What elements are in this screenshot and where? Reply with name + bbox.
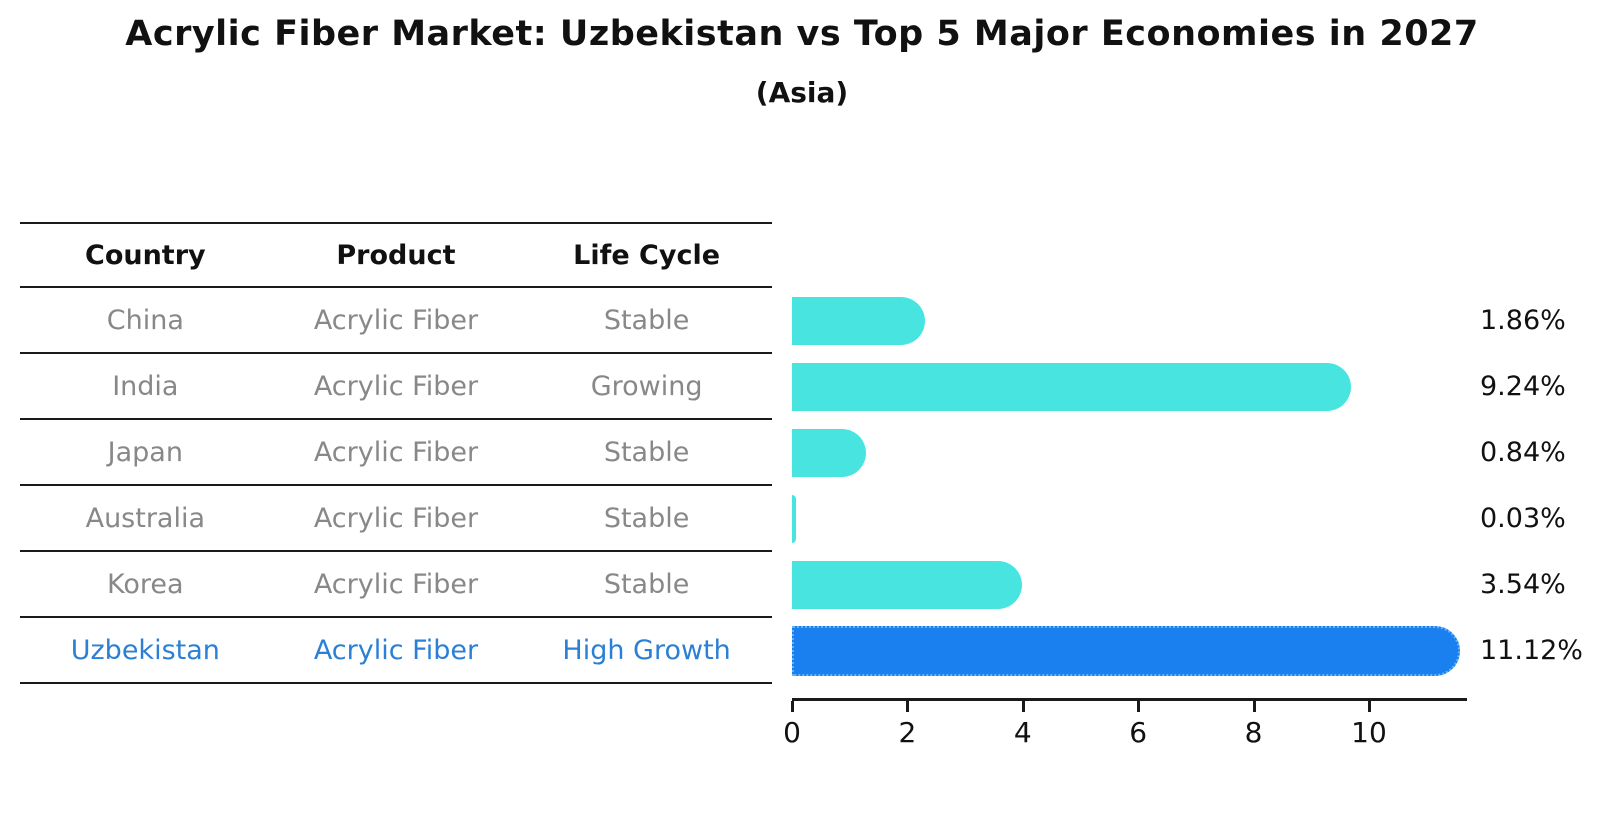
chart-title: Acrylic Fiber Market: Uzbekistan vs Top … — [125, 14, 1479, 54]
table-header-country: Country — [85, 239, 206, 271]
table-header-product: Product — [336, 239, 456, 271]
cell-country: Korea — [107, 568, 184, 600]
bar-australia — [792, 495, 796, 543]
country-info-table: Country Product Life Cycle China Acrylic … — [20, 222, 772, 684]
x-tick-4 — [1021, 701, 1025, 712]
cell-product: Acrylic Fiber — [313, 502, 479, 534]
table-header-life-cycle: Life Cycle — [573, 239, 721, 271]
x-tick-label-10: 10 — [1351, 716, 1387, 749]
table-row-uzbekistan: Uzbekistan Acrylic Fiber High Growth — [20, 618, 772, 684]
x-tick-10 — [1368, 701, 1371, 712]
cell-life-cycle: Stable — [603, 304, 690, 336]
cell-product: Acrylic Fiber — [313, 304, 479, 336]
x-tick-label-0: 0 — [783, 716, 801, 749]
x-tick-label-4: 4 — [1013, 716, 1032, 749]
cell-product: Acrylic Fiber — [313, 370, 479, 402]
cell-product: Acrylic Fiber — [313, 634, 479, 666]
table-body: China Acrylic Fiber Stable India Acrylic Fib… — [20, 288, 772, 684]
value-label-uzbekistan: 11.12% — [1480, 635, 1583, 666]
cell-life-cycle: High Growth — [562, 634, 731, 666]
bar-india — [792, 363, 1352, 411]
table-row-japan: Japan Acrylic Fiber Stable — [20, 420, 772, 486]
bar-china — [792, 297, 926, 345]
cell-country: Japan — [107, 436, 183, 468]
table-header-row: Country Product Life Cycle — [20, 222, 772, 288]
value-label-korea: 3.54% — [1480, 569, 1566, 600]
cell-life-cycle: Stable — [603, 568, 690, 600]
value-label-japan: 0.84% — [1480, 437, 1566, 468]
x-tick-6 — [1137, 701, 1141, 712]
x-tick-0 — [791, 701, 794, 712]
x-tick-8 — [1252, 701, 1256, 712]
table-row-china: China Acrylic Fiber Stable — [20, 288, 772, 354]
x-tick-label-6: 6 — [1129, 716, 1148, 749]
table-row-korea: Korea Acrylic Fiber Stable — [20, 552, 772, 618]
value-label-india: 9.24% — [1480, 371, 1566, 402]
cell-product: Acrylic Fiber — [313, 568, 479, 600]
bar-chart-area: 1.86% 9.24% 0.84% 0.03% 3.54% 11.12% 0 2 4 6 8 10 — [783, 222, 1604, 782]
chart-subtitle: (Asia) — [755, 76, 849, 109]
bar-korea — [792, 561, 1023, 609]
cell-country: Australia — [85, 502, 206, 534]
cell-product: Acrylic Fiber — [313, 436, 479, 468]
cell-country: Uzbekistan — [70, 634, 220, 666]
x-tick-label-8: 8 — [1244, 716, 1263, 749]
bar-uzbekistan — [792, 626, 1460, 676]
table-row-india: India Acrylic Fiber Growing — [20, 354, 772, 420]
x-tick-2 — [906, 701, 910, 712]
table-row-australia: Australia Acrylic Fiber Stable — [20, 486, 772, 552]
x-axis-line — [792, 698, 1467, 701]
cell-country: India — [112, 370, 179, 402]
cell-country: China — [106, 304, 184, 336]
value-label-australia: 0.03% — [1480, 503, 1566, 534]
value-label-china: 1.86% — [1480, 305, 1566, 336]
cell-life-cycle: Stable — [603, 502, 690, 534]
x-tick-label-2: 2 — [898, 716, 917, 749]
cell-life-cycle: Growing — [590, 370, 703, 402]
cell-life-cycle: Stable — [603, 436, 690, 468]
bar-japan — [792, 429, 867, 477]
